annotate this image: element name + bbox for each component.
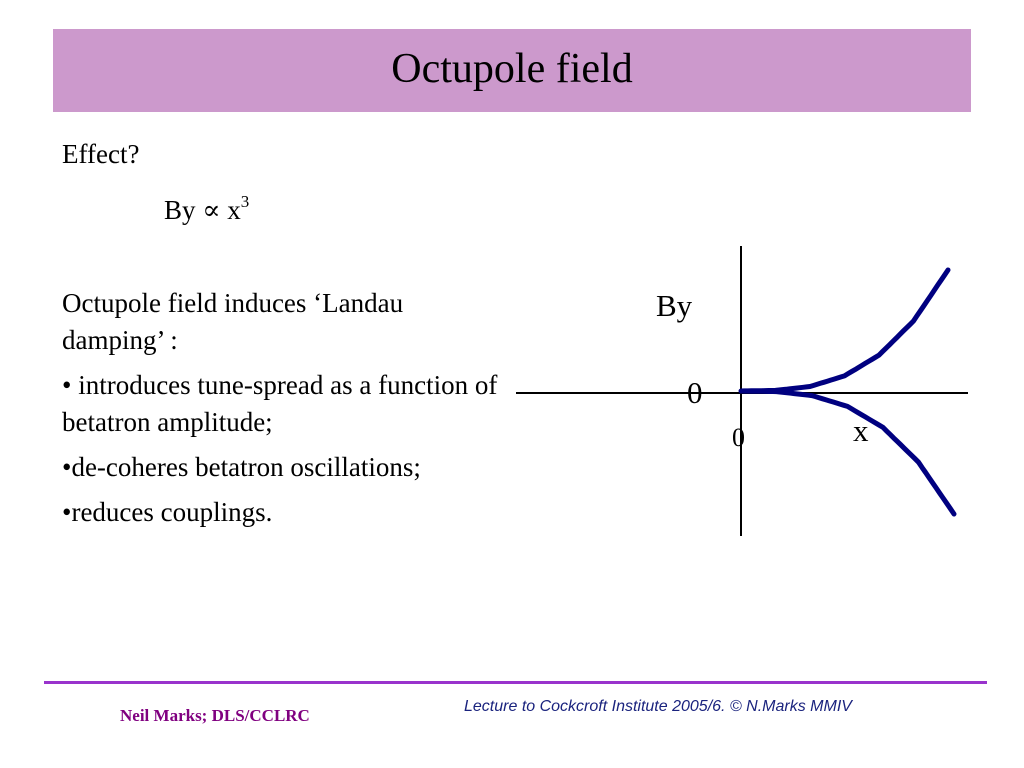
title-bar: Octupole field — [53, 29, 971, 112]
bullet-tune-spread: • introduces tune-spread as a function o… — [62, 370, 498, 437]
slide-title: Octupole field — [391, 45, 633, 92]
octupole-chart: By 0 0 x — [510, 240, 980, 540]
cubic-curve — [738, 267, 957, 517]
y-axis-label: By — [656, 288, 693, 323]
effect-heading: Effect? — [62, 139, 140, 169]
bullet-decoheres: •de-coheres betatron oscillations; — [62, 452, 421, 482]
chart-svg: By 0 0 x — [516, 246, 968, 536]
proportional-symbol: ∝ — [202, 195, 221, 225]
footer-divider — [44, 681, 987, 684]
formula-exponent: 3 — [240, 192, 250, 211]
formula-var: x — [220, 195, 241, 225]
origin-label-upper: 0 — [687, 375, 703, 410]
paragraph-landau: Octupole field induces ‘Landau damping’ … — [62, 288, 404, 355]
footer-lecture: Lecture to Cockcroft Institute 2005/6. ©… — [464, 698, 852, 715]
origin-label-lower: 0 — [732, 423, 745, 452]
x-axis-label: x — [853, 413, 869, 448]
body-text: Octupole field induces ‘Landau damping’ … — [62, 285, 502, 539]
footer-author: Neil Marks; DLS/CCLRC — [120, 706, 310, 725]
formula-lhs: By — [164, 195, 203, 225]
formula: By ∝ x3 — [164, 187, 249, 227]
bullet-couplings: •reduces couplings. — [62, 497, 273, 527]
